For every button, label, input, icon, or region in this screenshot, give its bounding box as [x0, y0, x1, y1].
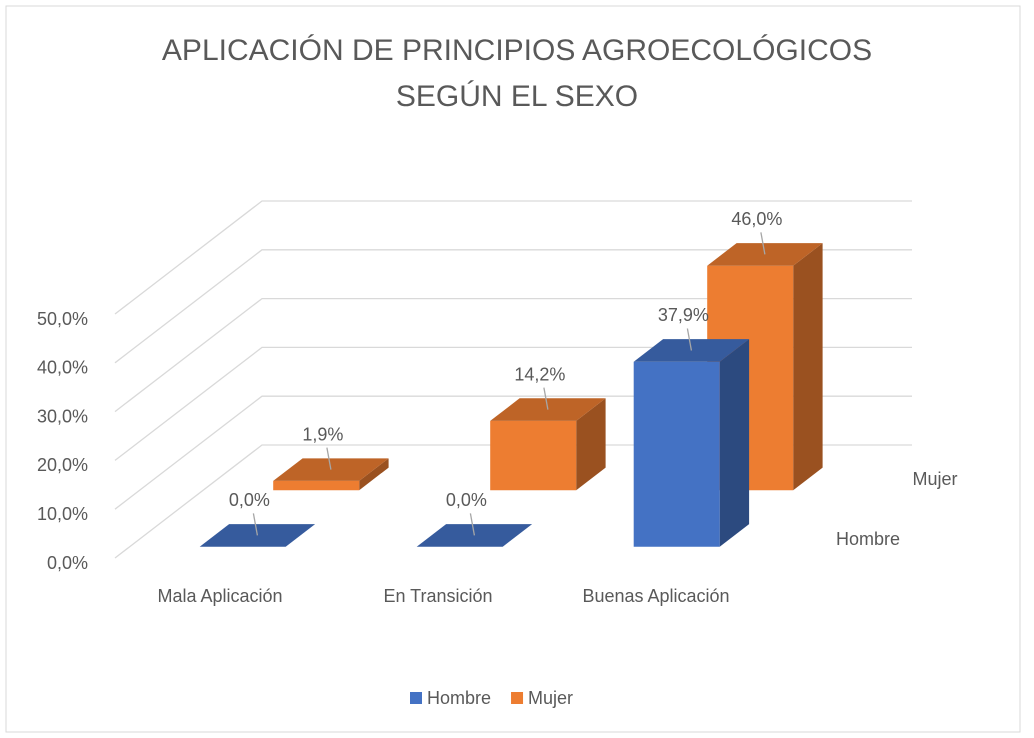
legend-swatch — [410, 692, 422, 704]
grid-line — [114, 200, 912, 315]
bar — [633, 339, 750, 547]
grid-line — [114, 297, 912, 413]
y-tick-label: 40,0% — [37, 358, 88, 378]
y-tick-label: 20,0% — [37, 455, 88, 475]
data-label: 37,9% — [658, 305, 709, 325]
x-tick-label: Mala Aplicación — [157, 586, 282, 606]
y-tick-label: 50,0% — [37, 309, 88, 329]
y-tick-label: 30,0% — [37, 406, 88, 426]
grid-line — [114, 249, 912, 364]
bar — [490, 398, 606, 491]
bar-front — [273, 480, 360, 491]
leader-line — [686, 328, 693, 351]
y-tick-label: 0,0% — [47, 553, 88, 573]
chart-title: APLICACIÓN DE PRINCIPIOS AGROECOLÓGICOS … — [161, 34, 873, 113]
bar-front — [633, 361, 720, 547]
legend-swatch — [511, 692, 524, 704]
leader-line — [760, 232, 766, 255]
leader-line — [469, 513, 476, 536]
data-label: 1,9% — [302, 424, 343, 444]
legend-label: Hombre — [427, 688, 491, 708]
bar-top — [273, 458, 389, 481]
depth-label: Mujer — [912, 469, 957, 489]
leader-line — [543, 387, 549, 410]
x-tick-label: Buenas Aplicación — [582, 586, 729, 606]
leader-line — [326, 447, 332, 470]
data-label: 14,2% — [514, 364, 565, 384]
bar-front — [490, 420, 577, 491]
bar-side — [793, 243, 823, 491]
bar-side — [359, 458, 389, 491]
chart-border — [5, 5, 1021, 733]
data-label: 0,0% — [446, 490, 487, 510]
data-label: 0,0% — [229, 490, 270, 510]
leader-line — [252, 513, 259, 536]
bar-side — [719, 339, 750, 547]
y-tick-label: 10,0% — [37, 504, 88, 524]
bar-side — [576, 398, 606, 491]
x-tick-label: En Transición — [383, 586, 492, 606]
data-label: 46,0% — [731, 209, 782, 229]
depth-label: Hombre — [836, 529, 900, 549]
bar — [273, 458, 389, 491]
legend-label: Mujer — [528, 688, 573, 708]
